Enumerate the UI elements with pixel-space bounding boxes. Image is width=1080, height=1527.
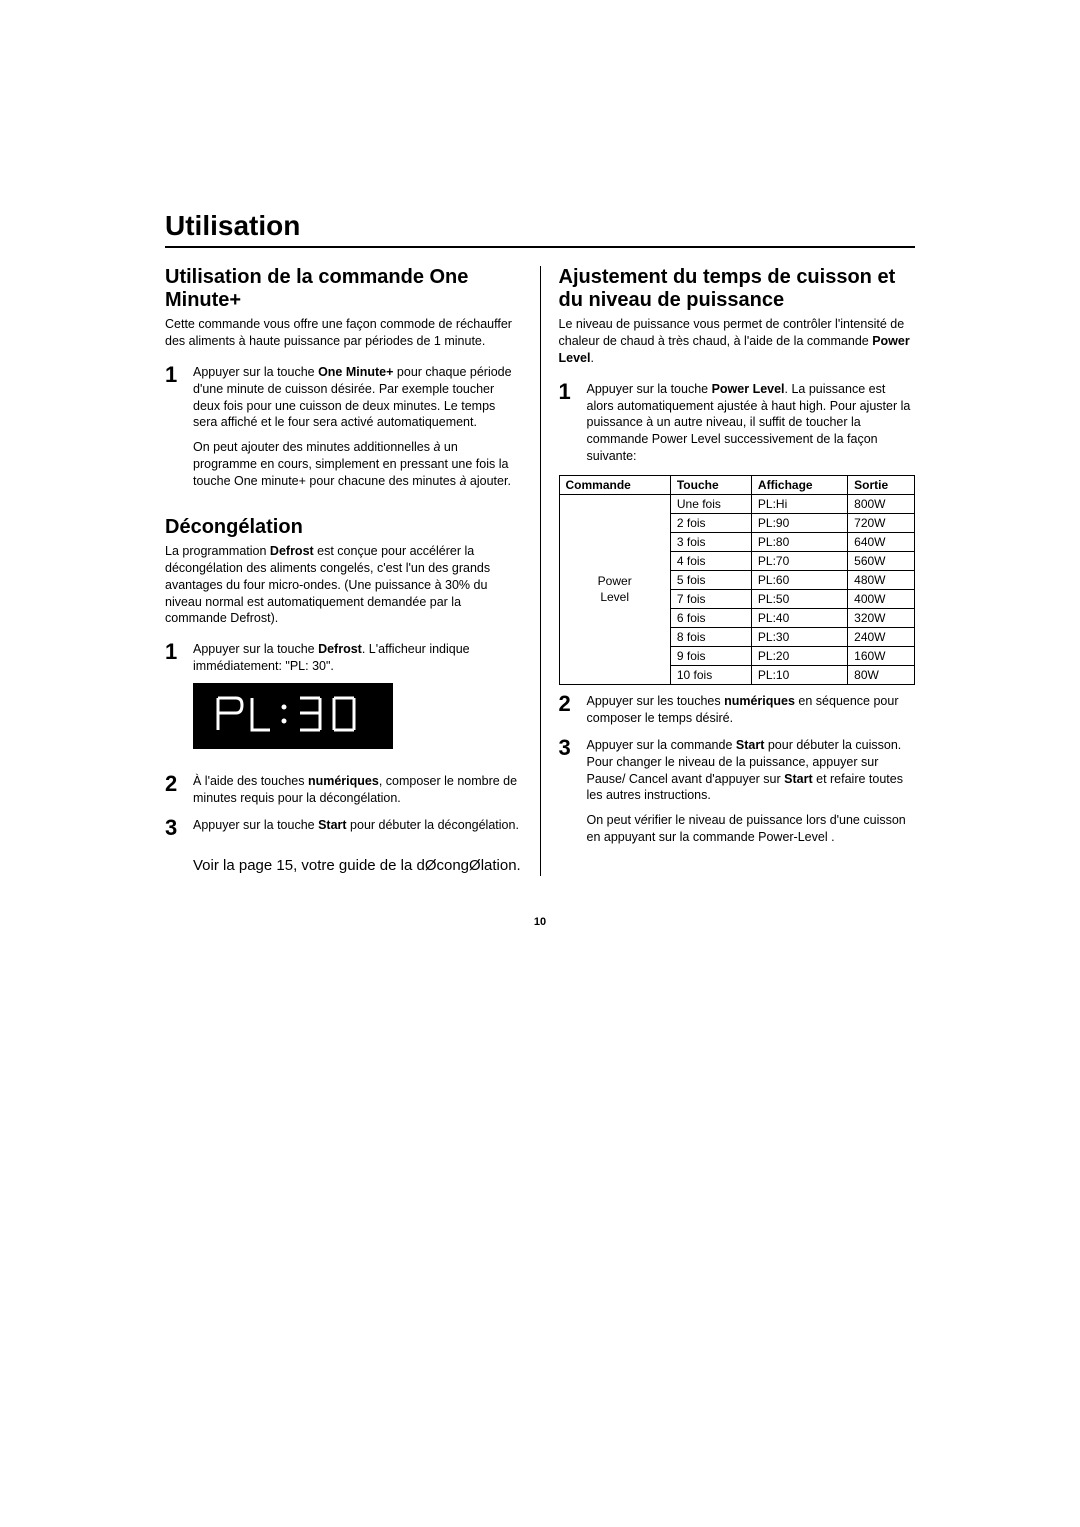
cell-sortie: 240W <box>848 628 915 647</box>
cell-affichage: PL:20 <box>751 647 847 666</box>
cell-affichage: PL:Hi <box>751 495 847 514</box>
bold-text: One Minute+ <box>318 365 393 379</box>
text: À l'aide des touches <box>193 774 308 788</box>
step-number: 1 <box>165 641 183 763</box>
th-affichage: Affichage <box>751 476 847 495</box>
cell-touche: 9 fois <box>670 647 751 666</box>
defrost-intro: La programmation Defrost est conçue pour… <box>165 543 522 627</box>
text: Appuyer sur les touches <box>587 694 725 708</box>
cell-sortie: 640W <box>848 533 915 552</box>
cell-sortie: 560W <box>848 552 915 571</box>
adjust-step-3: 3 Appuyer sur la commande Start pour déb… <box>559 737 916 846</box>
cell-sortie: 800W <box>848 495 915 514</box>
bold-text: Start <box>736 738 764 752</box>
text: Appuyer sur la touche <box>587 382 712 396</box>
step-body: Appuyer sur les touches numériques en sé… <box>587 693 916 727</box>
step-body: À l'aide des touches numériques, compose… <box>193 773 522 807</box>
step-body: Appuyer sur la touche Power Level. La pu… <box>587 381 916 465</box>
step-number: 2 <box>165 773 183 807</box>
table-header-row: Commande Touche Affichage Sortie <box>559 476 915 495</box>
cell-touche: 3 fois <box>670 533 751 552</box>
cell-touche: 2 fois <box>670 514 751 533</box>
text: pour débuter la décongélation. <box>347 818 519 832</box>
lcd-display <box>193 683 393 749</box>
defrost-step-1: 1 Appuyer sur la touche Defrost. L'affic… <box>165 641 522 763</box>
step-number: 2 <box>559 693 577 727</box>
oneminute-step-1: 1 Appuyer sur la touche One Minute+ pour… <box>165 364 522 490</box>
th-sortie: Sortie <box>848 476 915 495</box>
text: ajouter. <box>466 474 510 488</box>
cell-touche: 8 fois <box>670 628 751 647</box>
step-body: Appuyer sur la touche Start pour débuter… <box>193 817 522 839</box>
cell-sortie: 480W <box>848 571 915 590</box>
italic-text: é <box>641 813 648 827</box>
cell-affichage: PL:10 <box>751 666 847 685</box>
adjust-intro: Le niveau de puissance vous permet de co… <box>559 316 916 367</box>
step-number: 1 <box>165 364 183 490</box>
table-row: PowerLevelUne foisPL:Hi800W <box>559 495 915 514</box>
defrost-heading: Décongélation <box>165 516 522 539</box>
cell-touche: 5 fois <box>670 571 751 590</box>
adjust-step-2: 2 Appuyer sur les touches numériques en … <box>559 693 916 727</box>
bold-text: Power Level <box>712 382 785 396</box>
oneminute-intro: Cette commande vous offre une façon comm… <box>165 316 522 350</box>
cell-sortie: 80W <box>848 666 915 685</box>
text: Appuyer sur la commande <box>587 738 736 752</box>
adjust-heading: Ajustement du temps de cuisson et du niv… <box>559 266 916 312</box>
cell-affichage: PL:60 <box>751 571 847 590</box>
cell-sortie: 720W <box>848 514 915 533</box>
text: Appuyer sur la touche <box>193 818 318 832</box>
step-number: 3 <box>165 817 183 839</box>
cell-touche: Une fois <box>670 495 751 514</box>
text: On peut ajouter des minutes additionnell… <box>193 440 433 454</box>
cell-affichage: PL:40 <box>751 609 847 628</box>
cell-affichage: PL:90 <box>751 514 847 533</box>
bold-text: Defrost <box>318 642 362 656</box>
bold-text: Start <box>784 772 812 786</box>
bold-text: numériques <box>724 694 795 708</box>
bold-text: Start <box>318 818 346 832</box>
cell-affichage: PL:30 <box>751 628 847 647</box>
cell-touche: 7 fois <box>670 590 751 609</box>
cell-touche: 6 fois <box>670 609 751 628</box>
defrost-step-2: 2 À l'aide des touches numériques, compo… <box>165 773 522 807</box>
left-column: Utilisation de la commande One Minute+ C… <box>165 266 541 876</box>
two-column-layout: Utilisation de la commande One Minute+ C… <box>165 266 915 876</box>
text: Le niveau de puissance vous permet de co… <box>559 317 905 348</box>
page-number: 10 <box>165 916 915 928</box>
cell-commande: PowerLevel <box>559 495 670 685</box>
text: Appuyer sur la touche <box>193 365 318 379</box>
step-number: 3 <box>559 737 577 846</box>
step-body: Appuyer sur la commande Start pour début… <box>587 737 916 846</box>
defrost-step-3: 3 Appuyer sur la touche Start pour début… <box>165 817 522 839</box>
bold-text: numériques <box>308 774 379 788</box>
cell-sortie: 160W <box>848 647 915 666</box>
cell-affichage: PL:70 <box>751 552 847 571</box>
cell-affichage: PL:80 <box>751 533 847 552</box>
text: On peut v <box>587 813 641 827</box>
text: La programmation <box>165 544 270 558</box>
cell-affichage: PL:50 <box>751 590 847 609</box>
right-column: Ajustement du temps de cuisson et du niv… <box>541 266 916 876</box>
step-body: Appuyer sur la touche One Minute+ pour c… <box>193 364 522 490</box>
cell-sortie: 320W <box>848 609 915 628</box>
text: Appuyer sur la touche <box>193 642 318 656</box>
oneminute-heading: Utilisation de la commande One Minute+ <box>165 266 522 312</box>
th-commande: Commande <box>559 476 670 495</box>
th-touche: Touche <box>670 476 751 495</box>
defrost-guide-note: Voir la page 15, votre guide de la dØcon… <box>193 855 522 876</box>
step-body: Appuyer sur la touche Defrost. L'affiche… <box>193 641 522 763</box>
cell-touche: 4 fois <box>670 552 751 571</box>
adjust-step-1: 1 Appuyer sur la touche Power Level. La … <box>559 381 916 465</box>
cell-sortie: 400W <box>848 590 915 609</box>
page-title: Utilisation <box>165 210 915 248</box>
step-number: 1 <box>559 381 577 465</box>
bold-text: Defrost <box>270 544 314 558</box>
text: . <box>590 351 593 365</box>
cell-touche: 10 fois <box>670 666 751 685</box>
power-level-table: Commande Touche Affichage Sortie PowerLe… <box>559 475 916 685</box>
